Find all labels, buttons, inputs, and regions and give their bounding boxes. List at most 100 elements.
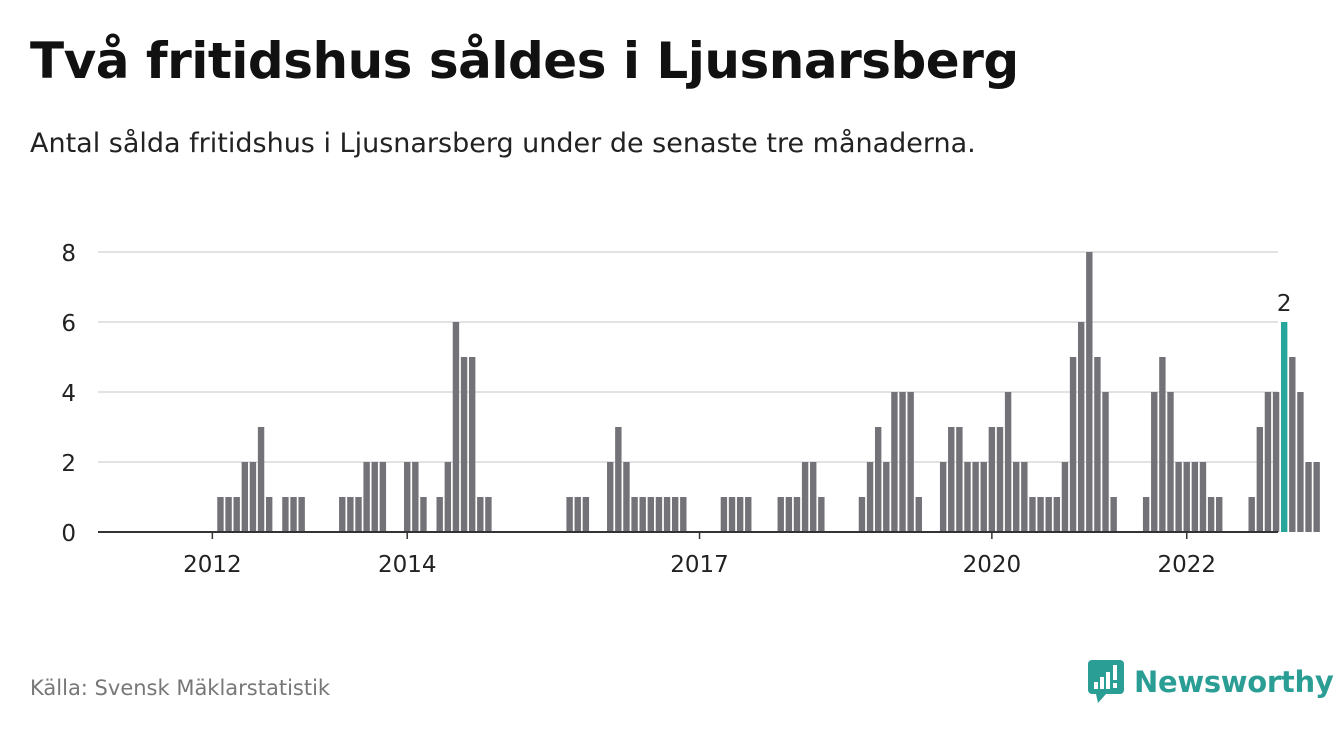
bar <box>948 427 955 532</box>
bar <box>412 462 419 532</box>
bar <box>1037 497 1044 532</box>
bar <box>996 427 1004 532</box>
bar <box>1183 462 1190 532</box>
bar <box>477 497 484 532</box>
bar <box>939 462 947 532</box>
bar <box>257 427 265 532</box>
bar <box>623 462 630 532</box>
bar <box>1199 462 1207 532</box>
bar <box>899 392 906 532</box>
bar <box>1094 357 1101 532</box>
bar <box>371 462 378 532</box>
bar <box>1142 497 1150 532</box>
bar <box>615 427 622 532</box>
x-tick-label: 2012 <box>183 552 242 578</box>
bar <box>866 462 874 532</box>
bar <box>1272 392 1280 532</box>
bar <box>810 462 817 532</box>
bar <box>298 497 305 532</box>
bar <box>217 497 224 532</box>
bar <box>1207 497 1215 532</box>
bar <box>907 392 914 532</box>
bar <box>1045 497 1052 532</box>
bar <box>785 497 793 532</box>
bar <box>460 357 468 532</box>
bar <box>1216 497 1223 532</box>
bar <box>1167 392 1174 532</box>
bar <box>1021 462 1028 532</box>
bar <box>1175 462 1182 532</box>
bar <box>1086 252 1093 532</box>
bar <box>452 322 460 532</box>
bar <box>347 497 354 532</box>
x-tick-label: 2014 <box>378 552 437 578</box>
bar <box>420 497 427 532</box>
bar <box>1110 497 1117 532</box>
bar <box>1102 392 1109 532</box>
x-tick-label: 2022 <box>1157 552 1216 578</box>
bar <box>663 497 671 532</box>
bar <box>379 462 387 532</box>
highlight-data-label: 2 <box>1277 291 1292 317</box>
bar <box>801 462 809 532</box>
bar <box>582 497 590 532</box>
bar <box>745 497 752 532</box>
bar <box>225 497 232 532</box>
bar <box>671 497 679 532</box>
bar <box>1256 427 1264 532</box>
bar <box>858 497 866 532</box>
chart-subtitle: Antal sålda fritidshus i Ljusnarsberg un… <box>30 128 976 159</box>
bar <box>964 462 971 532</box>
bar <box>680 497 687 532</box>
bar <box>1069 357 1077 532</box>
y-tick-label: 4 <box>61 381 76 407</box>
bar <box>874 427 882 532</box>
bar <box>1297 392 1304 532</box>
bar <box>915 497 922 532</box>
bar <box>363 462 370 532</box>
bar <box>655 497 663 532</box>
bars <box>217 252 1320 532</box>
bar <box>1305 462 1312 532</box>
bar <box>956 427 963 532</box>
bar <box>566 497 573 532</box>
bar <box>1061 462 1069 532</box>
bar <box>988 427 996 532</box>
bar <box>282 497 289 532</box>
bar <box>980 462 987 532</box>
chart-title: Två fritidshus såldes i Ljusnarsberg <box>30 32 1019 90</box>
bar <box>1077 322 1085 532</box>
brand-name: Newsworthy <box>1134 665 1334 699</box>
bar <box>1151 392 1158 532</box>
bar <box>1264 392 1272 532</box>
bar <box>468 357 476 532</box>
gridlines <box>98 251 1278 463</box>
bar <box>728 497 736 532</box>
bar <box>339 497 346 532</box>
y-tick-label: 0 <box>61 521 76 547</box>
bar <box>249 462 257 532</box>
bar <box>631 497 638 532</box>
bar <box>793 497 801 532</box>
bar <box>444 462 452 532</box>
bar <box>265 497 273 532</box>
y-tick-label: 2 <box>61 451 76 477</box>
bar <box>436 497 443 532</box>
bar <box>736 497 744 532</box>
x-tick-label: 2017 <box>670 552 729 578</box>
bar <box>355 497 362 532</box>
bar <box>607 462 614 532</box>
bar <box>1159 357 1166 532</box>
bar <box>290 497 297 532</box>
bar <box>883 462 890 532</box>
bar <box>1289 357 1296 532</box>
bar <box>233 497 240 532</box>
bar <box>1004 392 1012 532</box>
newsworthy-logo: Newsworthy <box>1088 660 1334 704</box>
y-tick-label: 6 <box>61 311 76 337</box>
y-tick-label: 8 <box>61 241 76 267</box>
bar <box>777 497 784 532</box>
bar <box>720 497 728 532</box>
bar <box>639 497 646 532</box>
